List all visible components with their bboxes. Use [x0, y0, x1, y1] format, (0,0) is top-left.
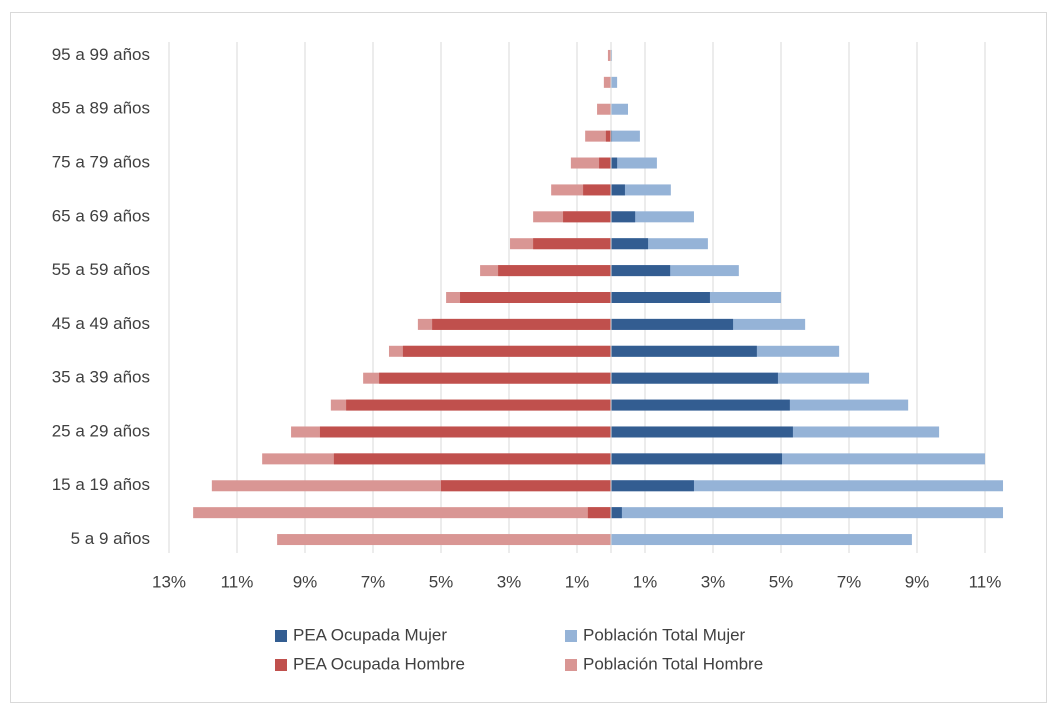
legend-label: Población Total Hombre: [583, 654, 763, 673]
bar: [607, 49, 611, 61]
y-tick-label: 65 a 69 años: [52, 206, 150, 225]
y-tick-label: 75 a 79 años: [52, 153, 150, 172]
bar: [611, 399, 790, 411]
bar: [611, 426, 793, 438]
bar: [611, 130, 613, 142]
x-tick-label: 7%: [361, 572, 386, 591]
legend-swatch: [565, 630, 577, 642]
bar: [563, 211, 611, 223]
bar: [605, 130, 611, 142]
bar: [611, 76, 618, 88]
y-tick-label: 25 a 29 años: [52, 421, 150, 440]
bar: [587, 507, 611, 519]
bar: [611, 184, 625, 196]
bar: [319, 426, 611, 438]
x-tick-label: 1%: [633, 572, 658, 591]
bar: [346, 399, 611, 411]
legend-swatch: [275, 659, 287, 671]
bar: [379, 372, 611, 384]
x-tick-label: 3%: [701, 572, 726, 591]
bar: [611, 238, 649, 250]
bar: [611, 345, 757, 357]
bar: [432, 318, 611, 330]
legend-swatch: [275, 630, 287, 642]
bar: [611, 130, 640, 142]
bar: [603, 76, 611, 88]
bar: [333, 453, 611, 465]
x-tick-label: 5%: [769, 572, 794, 591]
bar: [599, 157, 611, 169]
bar: [402, 345, 611, 357]
bar: [611, 265, 671, 277]
legend-label: PEA Ocupada Hombre: [293, 654, 465, 673]
y-tick-label: 95 a 99 años: [52, 45, 150, 64]
bar: [583, 184, 611, 196]
y-tick-label: 55 a 59 años: [52, 260, 150, 279]
chart-frame: [10, 12, 1047, 703]
x-tick-label: 11%: [969, 572, 1002, 591]
bar: [611, 292, 710, 303]
y-tick-label: 15 a 19 años: [52, 475, 150, 494]
bar: [611, 211, 694, 223]
x-tick-label: 9%: [905, 572, 930, 591]
bar: [551, 184, 611, 196]
bar: [611, 480, 1004, 492]
bar: [585, 130, 611, 142]
bar: [611, 157, 618, 169]
bar: [441, 480, 611, 492]
bar: [611, 157, 657, 169]
bar: [611, 480, 694, 492]
bar: [611, 372, 778, 384]
legend-swatch: [565, 659, 577, 671]
bar: [570, 157, 611, 169]
bar: [611, 184, 671, 196]
bar: [611, 265, 739, 277]
bar: [211, 480, 611, 492]
bar: [611, 534, 912, 546]
bar: [498, 265, 611, 277]
bar: [611, 453, 985, 465]
bar: [611, 318, 734, 330]
y-tick-label: 85 a 89 años: [52, 99, 150, 118]
bar: [460, 292, 611, 303]
bar: [611, 238, 708, 250]
bar: [597, 103, 611, 115]
bar: [611, 507, 622, 519]
bar: [611, 103, 628, 115]
legend-label: Población Total Mujer: [583, 625, 746, 644]
x-tick-label: 11%: [221, 572, 254, 591]
bar: [611, 507, 1004, 519]
x-tick-label: 5%: [429, 572, 454, 591]
bar: [533, 238, 611, 250]
y-tick-label: 5 a 9 años: [71, 529, 150, 548]
bar: [193, 507, 611, 519]
y-tick-label: 45 a 49 años: [52, 314, 150, 333]
x-tick-label: 1%: [565, 572, 590, 591]
legend-label: PEA Ocupada Mujer: [293, 625, 447, 644]
x-tick-label: 9%: [293, 572, 318, 591]
bar: [277, 534, 611, 546]
bar: [611, 453, 783, 465]
bar: [611, 49, 613, 61]
x-tick-label: 13%: [152, 572, 186, 591]
x-tick-label: 3%: [497, 572, 522, 591]
bar: [611, 211, 636, 223]
x-tick-label: 7%: [837, 572, 862, 591]
y-tick-label: 35 a 39 años: [52, 368, 150, 387]
